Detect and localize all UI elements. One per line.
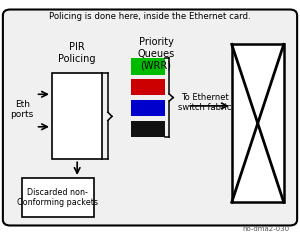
Text: Eth
ports: Eth ports	[11, 100, 34, 119]
Text: To Ethernet
switch fabric: To Ethernet switch fabric	[178, 93, 232, 112]
Text: no-dma2-030: no-dma2-030	[243, 227, 290, 232]
Text: Priority
Queues
(WRR): Priority Queues (WRR)	[137, 37, 175, 70]
Text: PIR
Policing: PIR Policing	[58, 43, 96, 64]
Bar	[52, 73, 102, 159]
Bar	[131, 79, 165, 95]
FancyBboxPatch shape	[3, 9, 297, 226]
Text: Policing is done here, inside the Ethernet card.: Policing is done here, inside the Ethern…	[49, 12, 251, 21]
Bar	[131, 58, 165, 74]
Text: Discarded non-
Conforming packets: Discarded non- Conforming packets	[17, 188, 98, 207]
Bar	[131, 121, 165, 137]
Bar	[232, 44, 284, 202]
Bar	[22, 178, 94, 217]
Bar	[131, 100, 165, 116]
